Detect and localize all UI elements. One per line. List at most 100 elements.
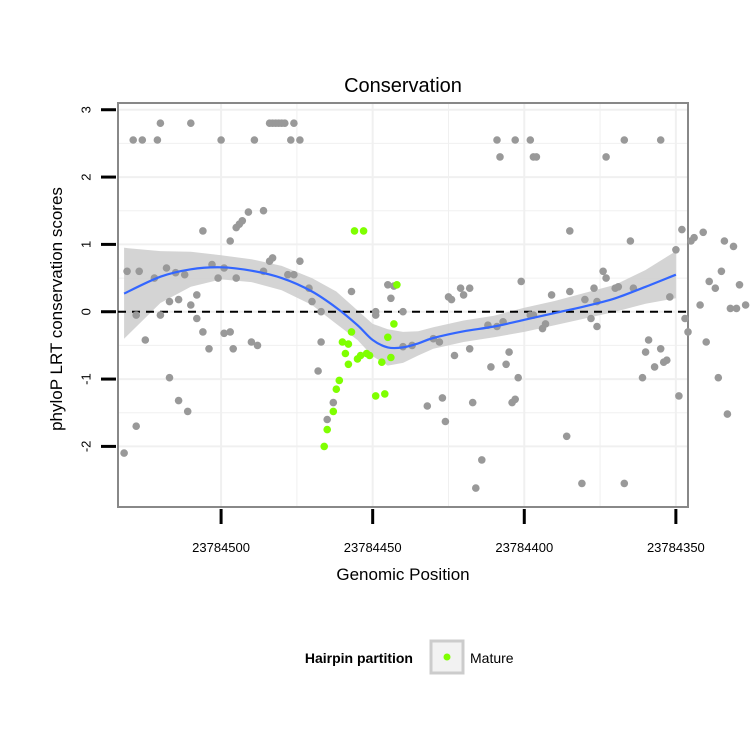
grid-lines — [119, 104, 687, 506]
data-point-mature — [378, 358, 386, 367]
data-point-other — [562, 432, 571, 441]
data-point-other — [459, 291, 468, 299]
data-point-other — [720, 237, 729, 245]
data-point-other — [281, 119, 289, 127]
data-point-other — [244, 208, 253, 216]
data-point-other — [287, 136, 295, 144]
data-point-other — [450, 351, 459, 360]
data-point-other — [296, 257, 304, 266]
data-point-other — [308, 297, 316, 306]
data-point-other — [487, 363, 495, 371]
data-point-other — [183, 407, 192, 416]
data-point-other — [290, 119, 298, 127]
data-point-other — [141, 336, 150, 344]
data-point-other — [696, 301, 704, 309]
data-point-other — [193, 314, 201, 323]
data-point-other — [199, 227, 207, 235]
data-point-other — [226, 328, 234, 336]
data-point-other — [253, 341, 262, 350]
data-point-other — [187, 119, 195, 127]
data-point-mature — [335, 376, 344, 385]
data-point-other — [505, 348, 513, 356]
data-point-other — [735, 281, 744, 289]
data-point-other — [229, 345, 237, 353]
legend-mature-swatch — [443, 653, 451, 661]
data-point-other — [514, 373, 522, 382]
data-point-other — [247, 338, 256, 346]
data-point-mature — [356, 351, 365, 360]
data-point-mature — [320, 442, 329, 451]
data-point-other — [717, 267, 726, 276]
data-point-other — [478, 456, 486, 464]
data-point-other — [699, 228, 707, 237]
data-point-other — [199, 328, 207, 336]
data-point-mature — [341, 349, 350, 358]
data-point-other — [493, 136, 501, 144]
data-point-other — [681, 314, 689, 323]
data-point-other — [590, 284, 598, 293]
data-point-other — [174, 295, 183, 304]
data-point-other — [644, 336, 653, 344]
data-point-mature — [359, 227, 368, 235]
x-tick-label: 23784350 — [647, 540, 705, 555]
data-point-other — [666, 293, 674, 301]
data-point-other — [468, 398, 477, 407]
data-point-other — [620, 136, 629, 144]
data-point-other — [220, 329, 228, 338]
data-point-other — [626, 237, 635, 245]
data-point-other — [156, 311, 165, 319]
data-point-other — [329, 398, 338, 407]
data-point-other — [165, 297, 174, 306]
data-point-other — [638, 373, 647, 382]
data-point-other — [620, 479, 629, 488]
data-point-other — [423, 402, 432, 410]
data-point-other — [232, 274, 240, 282]
data-point-other — [684, 328, 692, 336]
data-point-other — [347, 287, 356, 296]
data-point-other — [578, 479, 586, 488]
data-point-other — [517, 277, 525, 286]
y-tick-label: 2 — [78, 173, 93, 180]
data-point-other — [526, 136, 535, 144]
data-point-other — [435, 338, 444, 346]
data-point-other — [132, 311, 140, 319]
legend: Hairpin partition Mature — [305, 639, 514, 675]
data-point-other — [711, 284, 720, 293]
data-point-other — [732, 304, 741, 313]
data-point-other — [656, 345, 665, 353]
data-point-mature — [387, 353, 395, 362]
data-point-other — [532, 153, 541, 161]
data-point-other — [566, 227, 574, 235]
data-point-other — [138, 136, 147, 144]
confidence-ribbon — [124, 247, 676, 366]
data-point-other — [663, 356, 671, 365]
data-point-other — [587, 314, 595, 323]
x-tick-label: 23784400 — [495, 540, 553, 555]
data-point-other — [675, 392, 683, 400]
data-point-other — [323, 415, 332, 424]
data-point-other — [232, 223, 240, 232]
data-point-mature — [381, 390, 389, 398]
loess-smooth-line — [123, 266, 677, 350]
data-point-other — [317, 307, 325, 316]
data-point-mature — [371, 392, 380, 400]
data-point-other — [672, 246, 680, 254]
data-point-other — [317, 338, 325, 346]
data-points — [120, 119, 750, 492]
data-point-other — [438, 394, 447, 402]
data-point-other — [726, 304, 735, 313]
data-point-other — [465, 284, 474, 293]
data-point-other — [702, 338, 710, 346]
data-point-other — [541, 320, 550, 328]
data-point-other — [180, 270, 189, 279]
y-tick-label: 3 — [79, 106, 94, 113]
data-point-mature — [365, 351, 374, 360]
data-point-other — [602, 153, 610, 161]
x-tick-label: 23784450 — [344, 540, 402, 555]
data-point-other — [650, 363, 659, 371]
data-point-other — [599, 267, 607, 276]
data-point-other — [593, 322, 601, 331]
data-point-other — [156, 119, 165, 127]
data-point-other — [566, 287, 574, 296]
data-point-other — [641, 348, 650, 356]
